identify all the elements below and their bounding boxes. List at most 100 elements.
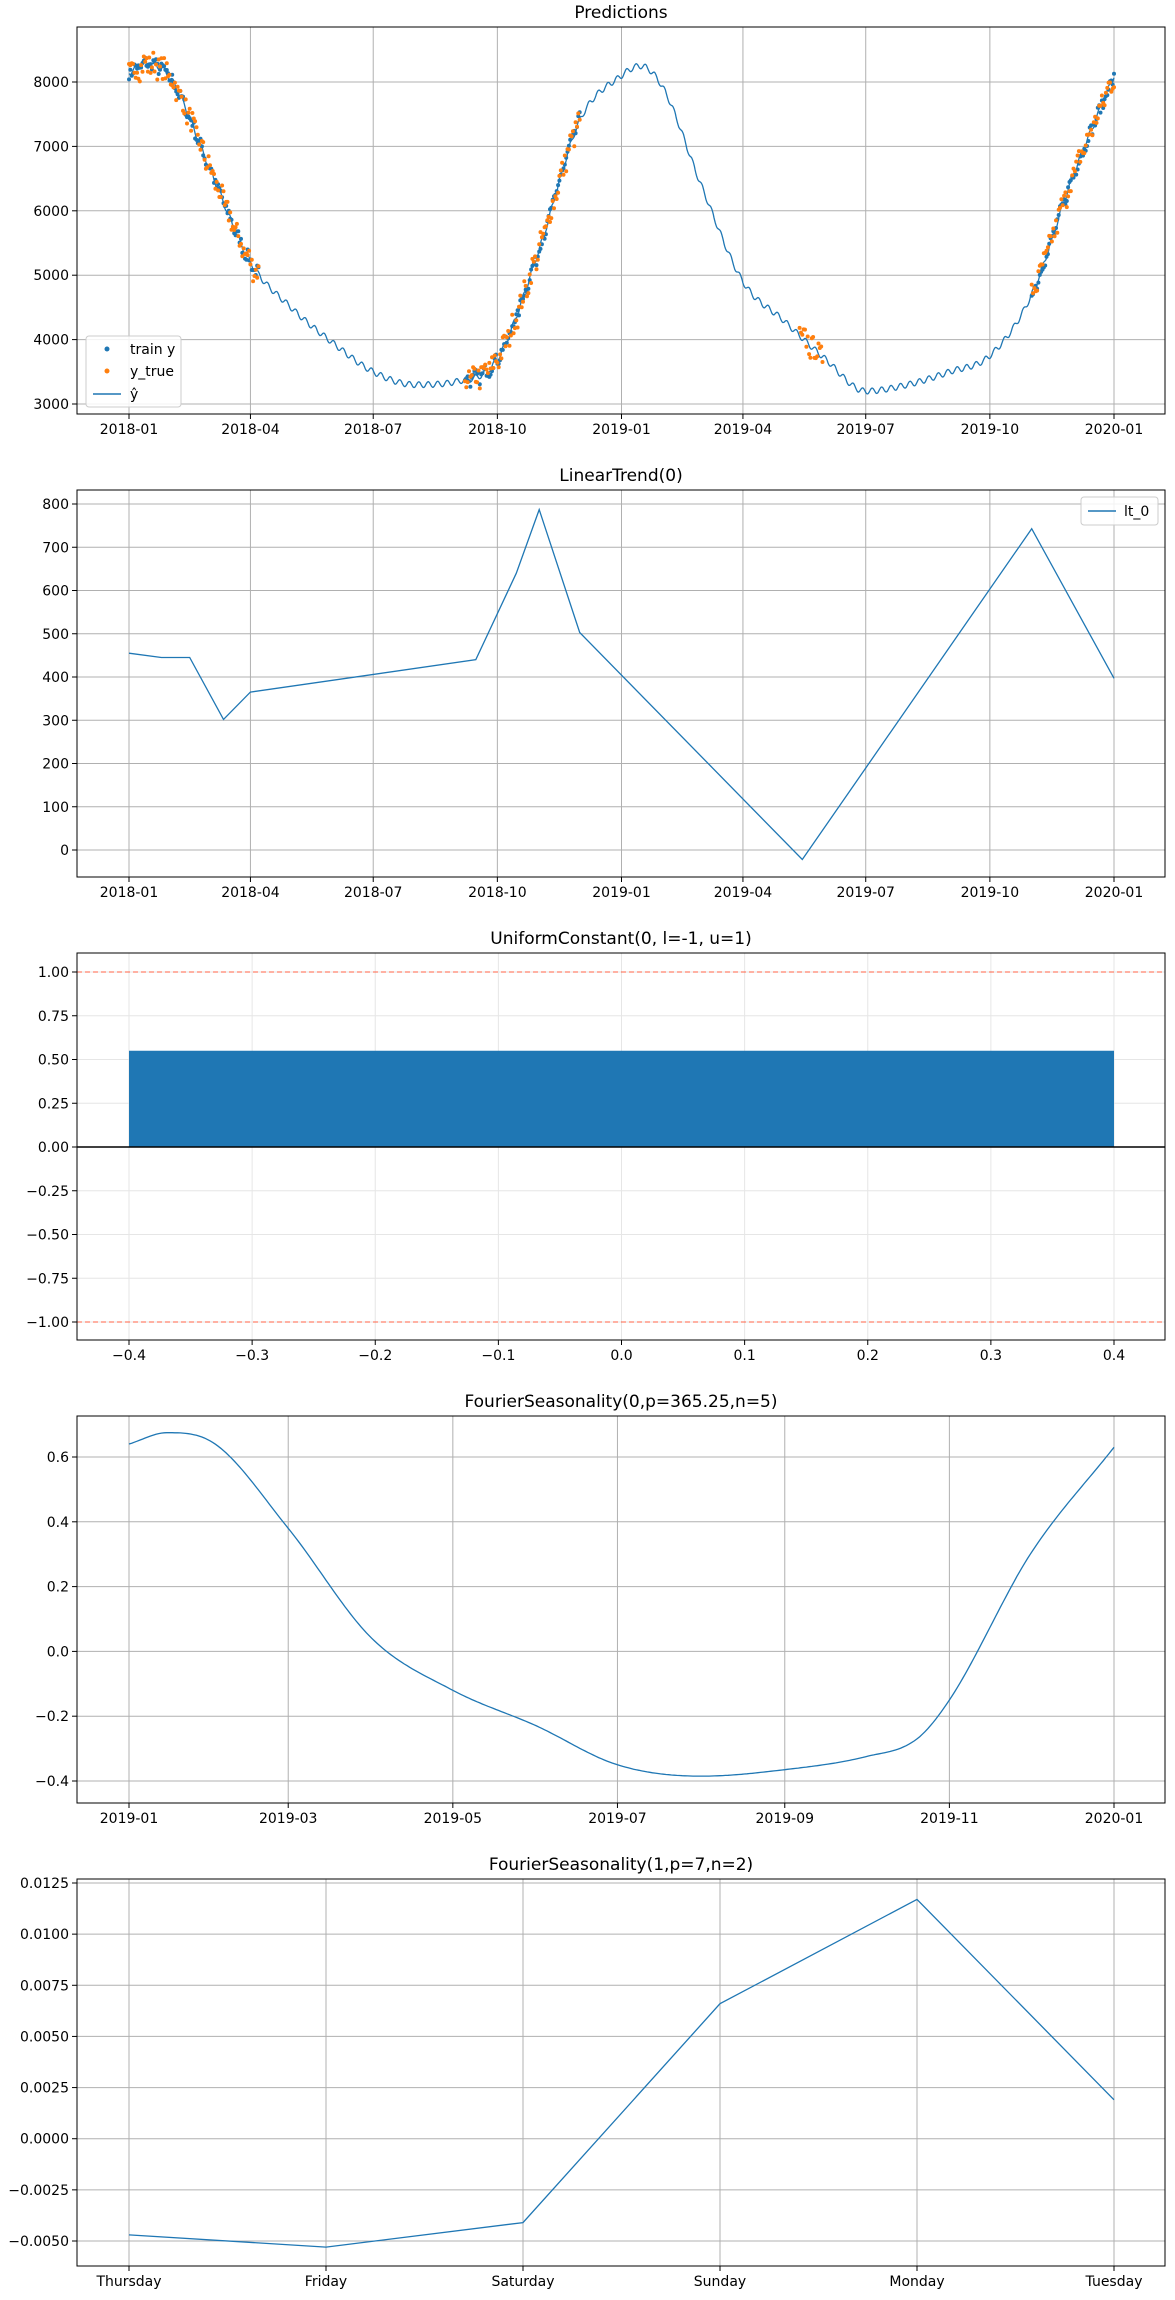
y-tick-label: 0.0025 [20,2081,69,2097]
y-true-point [183,97,188,102]
y-true-point [1051,226,1056,231]
y-true-point [815,354,820,359]
train-y-point [1064,199,1069,203]
y-true-point [1078,159,1083,164]
y-true-point [225,199,230,204]
y-true-point [472,366,477,371]
legend-label: ŷ [130,387,138,403]
y-true-point [162,56,167,61]
x-tick-label: 0.0 [610,1348,632,1364]
train-y-point [1074,172,1079,177]
y-true-point [248,262,253,267]
x-tick-label: 2019-07 [588,1811,647,1827]
y-true-point [164,61,169,66]
y-true-point [557,173,562,178]
y-tick-label: −0.0050 [8,2234,69,2250]
y-true-point [182,111,187,116]
y-tick-label: 400 [42,670,69,686]
y-true-point [1055,230,1060,235]
y-true-point [1103,90,1108,95]
y-true-point [1098,103,1103,108]
y-true-point [561,172,566,177]
y-true-point [148,70,153,75]
y-true-point [527,272,532,277]
axes-frame [76,1415,1166,1804]
y-true-point [556,190,561,195]
y-true-point [251,279,256,284]
y-true-point [808,355,813,360]
y-true-point [819,344,824,349]
y-true-point [531,259,536,264]
y-true-point [507,343,512,348]
y-true-point [202,157,207,162]
y-true-point [1090,133,1095,138]
y-true-point [804,344,809,349]
x-tick-label: Thursday [95,2274,161,2290]
y-true-point [496,365,501,370]
x-tick-label: 2019-05 [424,1811,483,1827]
y-tick-label: 500 [42,627,69,643]
y-true-point [208,163,212,168]
y-true-point [131,61,135,66]
y-true-point [221,189,226,194]
y-true-point [233,225,238,230]
chart-uniform-constant: UniformConstant(0, l=-1, u=1) −0.4 −0.3 −0.… [26,929,1166,1364]
x-tick-label: 2018-07 [344,422,403,438]
y-tick-label: 0.00 [38,1140,69,1156]
weekly-seasonality-line [128,1898,1115,2248]
chart-title: FourierSeasonality(1,p=7,n=2) [489,1855,753,1875]
y-true-point [518,293,523,298]
y-true-point [195,132,200,137]
y-tick-label: 0.2 [47,1580,69,1596]
train-y-point [529,267,534,272]
seasonality-line [128,1432,1115,1777]
y-true-point [1040,262,1045,267]
y-tick-label: −1.00 [26,1315,69,1331]
x-tick-label: 2019-10 [961,422,1020,438]
chart-linear-trend: LinearTrend(0) 2018-01 2018-04 2018-07 2018-… [42,466,1166,901]
legend-box [85,335,182,408]
y-true-point [811,335,816,339]
y-true-point [1095,116,1100,121]
y-tick-label: 0.0100 [20,1927,69,1943]
x-tick-label: −0.3 [235,1348,269,1364]
y-true-point [253,267,258,272]
x-tick-label: −0.2 [358,1348,392,1364]
y-true-point [163,76,168,81]
y-true-point [576,111,581,116]
y-true-point [1072,169,1077,174]
x-tick-label: 2018-04 [221,885,280,901]
y-true-point [1059,197,1064,202]
x-tick-label: Saturday [491,2274,554,2290]
y-true-point [800,332,805,337]
y-true-point [197,142,202,147]
y-true-point [577,117,582,122]
y-true-point [484,367,489,372]
axes-frame [76,952,1166,1341]
x-tick-label: 2019-01 [100,1811,159,1827]
y-true-point [1074,159,1079,164]
x-tick-label: 2019-04 [714,885,773,901]
x-tick-label: 2018-01 [100,885,159,901]
y-true-point [477,386,482,391]
train-y-point [1037,272,1042,277]
y-tick-label: 0.4 [47,1515,69,1531]
train-y-point [504,340,509,345]
legend: train y y_true ŷ [85,335,182,408]
chart-predictions: Predictions 2018-01 2018-04 2018-07 2018-10 2… [33,3,1166,438]
y-true-point [218,195,223,199]
x-tick-label: 2018-07 [344,885,403,901]
y-true-point [1083,143,1088,148]
y-true-point [249,257,254,262]
y-true-point [171,85,176,90]
chart-fourier-weekly: FourierSeasonality(1,p=7,n=2) Thursday Fri… [8,1855,1166,2290]
lt-0-line [128,507,1115,861]
y-tick-label: 0.0125 [20,1876,69,1892]
y-true-point [158,64,162,69]
train-y-point [556,183,561,188]
y-tick-label: 600 [42,584,69,600]
train-y-point [1047,241,1052,246]
y-true-point [151,50,156,55]
y-true-point [1068,189,1073,194]
chart-title: Predictions [574,3,667,23]
